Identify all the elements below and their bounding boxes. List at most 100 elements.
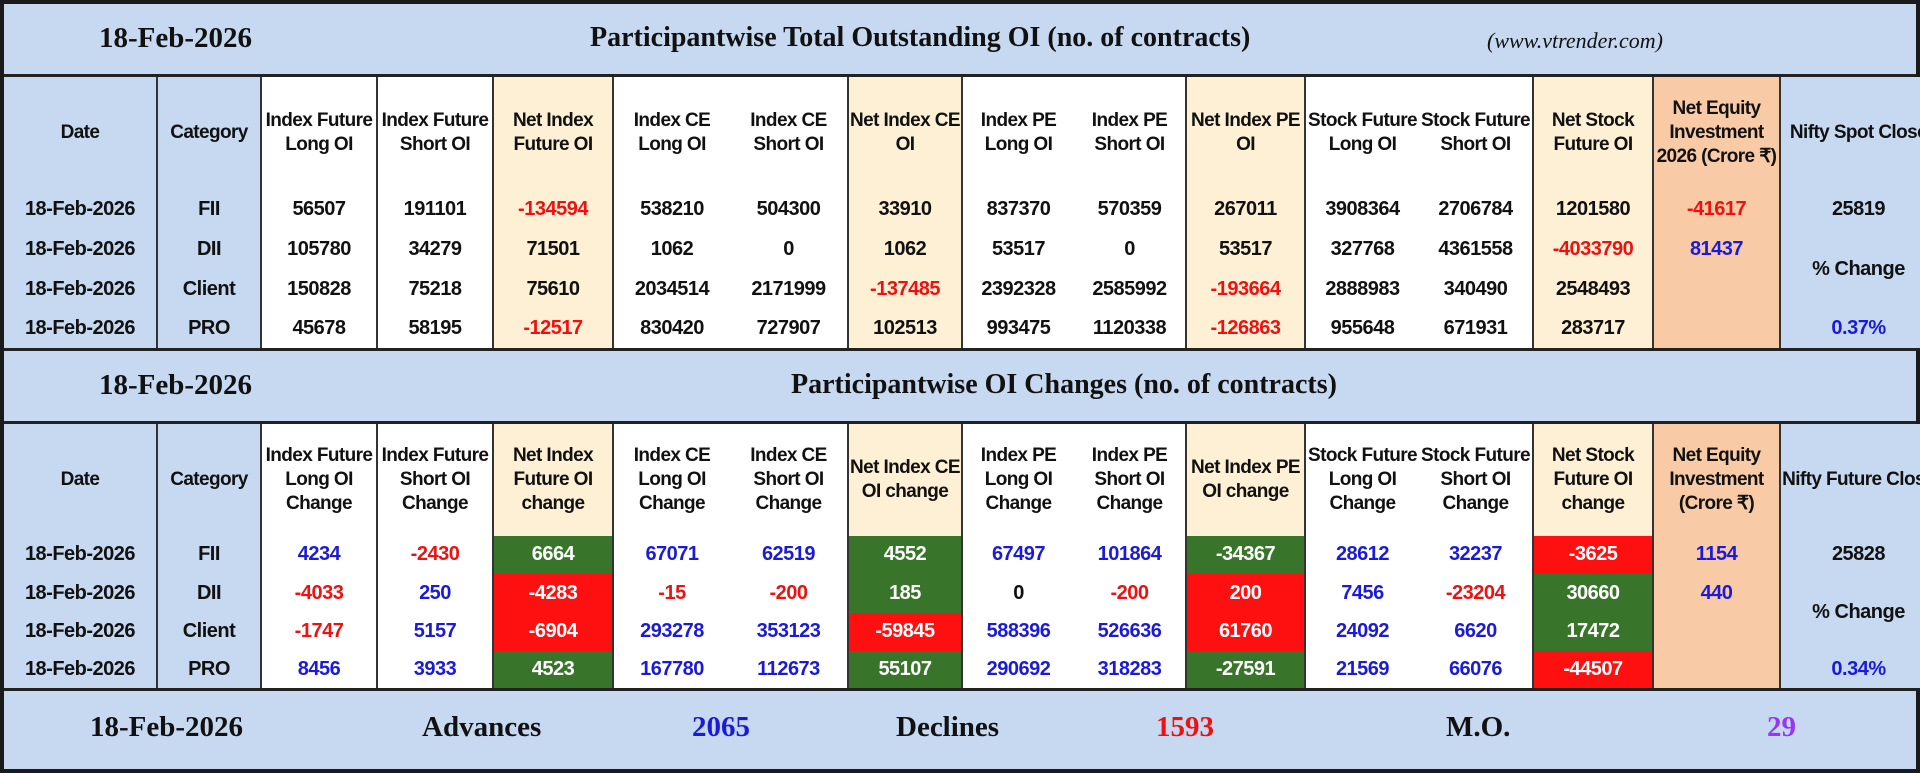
cell-7: 55107 <box>847 651 962 690</box>
cell-4: 6664 <box>492 535 613 574</box>
table2-date: 18-Feb-2026 <box>99 368 253 401</box>
header-13: Net Stock Future OI change <box>1532 423 1653 536</box>
cell-13: 17472 <box>1532 612 1653 651</box>
cell-8: 837370 <box>961 189 1074 229</box>
cell-12: 671931 <box>1419 309 1533 349</box>
header-15: Nifty Spot Close <box>1779 77 1920 189</box>
cell-4: -6904 <box>492 612 613 651</box>
cell-8: 588396 <box>961 612 1074 651</box>
row-category: Client <box>156 612 261 651</box>
table1-date: 18-Feb-2026 <box>99 22 253 54</box>
cell-5: 67071 <box>612 535 730 574</box>
table-row: 18-Feb-2026 FII 4234 -2430 6664 67071 62519 455… <box>4 535 1920 574</box>
header-3: Index Future Short OI <box>376 77 493 189</box>
cell-4: -12517 <box>492 309 613 349</box>
cell-11: 28612 <box>1304 535 1419 574</box>
cell-10: 200 <box>1185 574 1305 613</box>
cell-2: 150828 <box>260 269 377 309</box>
cell-8: 53517 <box>961 229 1074 269</box>
cell-12: 66076 <box>1419 651 1533 690</box>
cell-9: 526636 <box>1074 612 1186 651</box>
cell-4: 71501 <box>492 229 613 269</box>
header-10: Net Index PE OI <box>1185 77 1305 189</box>
header-7: Net Index CE OI <box>847 77 962 189</box>
header-4: Net Index Future OI <box>492 77 613 189</box>
net-equity-cell: 440 <box>1652 574 1780 613</box>
cell-7: 4552 <box>847 535 962 574</box>
cell-6: 112673 <box>730 651 848 690</box>
cell-10: -34367 <box>1185 535 1305 574</box>
header-5: Index CE Long OI <box>612 77 730 189</box>
cell-13: -3625 <box>1532 535 1653 574</box>
cell-11: 3908364 <box>1304 189 1419 229</box>
row-category: PRO <box>156 309 261 349</box>
cell-11: 21569 <box>1304 651 1419 690</box>
nifty-change-label: % Change <box>1779 574 1920 651</box>
cell-2: -1747 <box>260 612 377 651</box>
cell-3: 191101 <box>376 189 493 229</box>
cell-6: 0 <box>730 229 848 269</box>
header-14: Net Equity Investment 2026 (Crore ₹) <box>1652 77 1780 189</box>
cell-5: 1062 <box>612 229 730 269</box>
header-2: Index Future Long OI <box>260 77 377 189</box>
row-category: DII <box>156 229 261 269</box>
cell-5: -15 <box>612 574 730 613</box>
cell-7: 185 <box>847 574 962 613</box>
cell-6: 62519 <box>730 535 848 574</box>
cell-7: 102513 <box>847 309 962 349</box>
net-equity-cell <box>1652 651 1780 690</box>
header-1: Category <box>156 77 261 189</box>
cell-10: -126863 <box>1185 309 1305 349</box>
cell-12: 2706784 <box>1419 189 1533 229</box>
cell-3: 3933 <box>376 651 493 690</box>
oi-changes-table: Date Category Index Future Long OI Change I… <box>4 423 1920 691</box>
cell-4: -134594 <box>492 189 613 229</box>
table-row: 18-Feb-2026 PRO 45678 58195 -12517 830420 7279… <box>4 309 1920 349</box>
row-date: 18-Feb-2026 <box>4 189 157 229</box>
nifty-close-value: 25819 <box>1779 189 1920 229</box>
cell-12: 6620 <box>1419 612 1533 651</box>
net-equity-cell <box>1652 612 1780 651</box>
cell-7: -137485 <box>847 269 962 309</box>
cell-8: 67497 <box>961 535 1074 574</box>
cell-6: 2171999 <box>730 269 848 309</box>
header-11: Stock Future Long OI <box>1304 77 1419 189</box>
row-category: PRO <box>156 651 261 690</box>
declines-label: Declines <box>896 711 1000 743</box>
cell-8: 0 <box>961 574 1074 613</box>
header-9: Index PE Short OI Change <box>1074 423 1186 536</box>
footer-date: 18-Feb-2026 <box>90 711 244 743</box>
net-equity-cell: 81437 <box>1652 229 1780 269</box>
cell-2: 56507 <box>260 189 377 229</box>
mo-value: 29 <box>1767 711 1796 743</box>
cell-13: 1201580 <box>1532 189 1653 229</box>
table-row: 18-Feb-2026 Client 150828 75218 75610 2034514… <box>4 269 1920 309</box>
cell-2: 105780 <box>260 229 377 269</box>
cell-4: 4523 <box>492 651 613 690</box>
header-15: Nifty Future Close <box>1779 423 1920 536</box>
table2-title-band: 18-Feb-2026 Participantwise OI Changes (… <box>4 350 1916 424</box>
row-date: 18-Feb-2026 <box>4 574 157 613</box>
table2-title: Participantwise OI Changes (no. of contr… <box>791 368 1337 400</box>
header-1: Category <box>156 423 261 536</box>
advances-label: Advances <box>422 711 542 743</box>
cell-10: 53517 <box>1185 229 1305 269</box>
cell-13: -4033790 <box>1532 229 1653 269</box>
row-category: Client <box>156 269 261 309</box>
mo-label: M.O. <box>1446 711 1511 743</box>
cell-3: 75218 <box>376 269 493 309</box>
header-6: Index CE Short OI <box>730 77 848 189</box>
cell-6: 353123 <box>730 612 848 651</box>
table1-title-band: 18-Feb-2026 Participantwise Total Outsta… <box>4 4 1916 77</box>
cell-11: 24092 <box>1304 612 1419 651</box>
row-date: 18-Feb-2026 <box>4 269 157 309</box>
header-9: Index PE Short OI <box>1074 77 1186 189</box>
cell-6: -200 <box>730 574 848 613</box>
cell-13: 283717 <box>1532 309 1653 349</box>
cell-12: -23204 <box>1419 574 1533 613</box>
header-14: Net Equity Investment (Crore ₹) <box>1652 423 1780 536</box>
cell-11: 955648 <box>1304 309 1419 349</box>
cell-7: 33910 <box>847 189 962 229</box>
cell-9: 570359 <box>1074 189 1186 229</box>
